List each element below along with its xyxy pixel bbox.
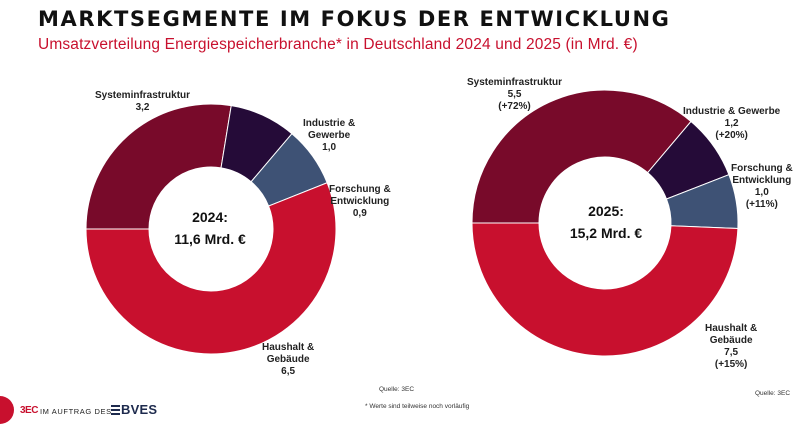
label-2025-industrie: Industrie & Gewerbe 1,2 (+20%): [683, 106, 780, 142]
label-2025-forschung: Forschung & Entwicklung 1,0 (+11%): [731, 163, 793, 211]
label-2025-industrie-name: Industrie & Gewerbe: [683, 106, 781, 117]
center-label-2025: 2025: 15,2 Mrd. €: [546, 200, 666, 244]
center-total-2024: 11,6 Mrd. €: [174, 231, 246, 247]
label-2024-industrie: Industrie & Gewerbe 1,0: [303, 118, 355, 154]
label-2025-haushalt-name-1: Haushalt &: [705, 323, 758, 334]
label-2024-haushalt-name-1: Haushalt &: [262, 342, 315, 353]
page-title: MARKTSEGMENTE IM FOKUS DER ENTWICKLUNG: [38, 7, 671, 31]
label-2025-industrie-value: 1,2: [724, 118, 739, 129]
center-total-2025: 15,2 Mrd. €: [569, 225, 643, 241]
3ec-logo-mark: [0, 396, 14, 424]
auftrag-text: IM AUFTRAG DES: [40, 407, 112, 416]
bves-logo-text: BVES: [121, 402, 158, 417]
label-2025-systeminfrastruktur: Systeminfrastruktur 5,5 (+72%): [467, 77, 562, 113]
page-subtitle: Umsatzverteilung Energiespeicherbranche*…: [38, 36, 638, 53]
label-2025-haushalt-value: 7,5: [724, 347, 739, 358]
donut-chart-2025: [471, 89, 739, 357]
label-2024-forschung-name-1: Forschung &: [329, 184, 391, 195]
donut-chart-2024: [85, 103, 337, 355]
3ec-logo-text: 3EC: [20, 405, 38, 416]
label-2025-haushalt-name-2: Gebäude: [709, 335, 753, 346]
label-2025-forschung-name-1: Forschung &: [731, 163, 793, 174]
center-year-2025: 2025:: [588, 203, 624, 219]
label-2024-industrie-name-1: Industrie &: [303, 118, 356, 129]
center-label-2024: 2024: 11,6 Mrd. €: [150, 206, 270, 250]
label-2024-haushalt-value: 6,5: [281, 366, 296, 377]
label-2025-forschung-value: 1,0: [754, 187, 769, 198]
label-2024-forschung: Forschung & Entwicklung 0,9: [329, 184, 391, 220]
label-2025-haushalt: Haushalt & Gebäude 7,5 (+15%): [705, 323, 757, 371]
donut-hole: [539, 157, 671, 289]
label-2025-industrie-change: (+20%): [715, 130, 748, 141]
label-2024-forschung-name-2: Entwicklung: [330, 196, 390, 207]
label-2024-haushalt: Haushalt & Gebäude 6,5: [262, 342, 314, 378]
label-2025-haushalt-change: (+15%): [714, 359, 748, 370]
label-2025-forschung-name-2: Entwicklung: [732, 175, 792, 186]
source-2024: Quelle: 3EC: [379, 386, 415, 393]
source-2025: Quelle: 3EC: [755, 390, 791, 397]
label-2024-forschung-value: 0,9: [352, 208, 367, 219]
label-2025-systeminfrastruktur-name: Systeminfrastruktur: [467, 77, 563, 88]
label-2024-industrie-value: 1,0: [322, 142, 337, 153]
center-year-2024: 2024:: [192, 209, 228, 225]
label-2024-haushalt-name-2: Gebäude: [266, 354, 310, 365]
label-2024-systeminfrastruktur-name: Systeminfrastruktur: [95, 90, 191, 101]
label-2024-systeminfrastruktur-value: 3,2: [135, 102, 150, 113]
footnote: * Werte sind teilweise noch vorläufig: [365, 403, 470, 410]
label-2025-forschung-change: (+11%): [745, 199, 778, 210]
bves-logo-icon: [111, 405, 120, 415]
label-2025-systeminfrastruktur-change: (+72%): [498, 101, 531, 112]
donut-hole: [149, 167, 273, 291]
label-2024-industrie-name-2: Gewerbe: [307, 130, 351, 141]
label-2025-systeminfrastruktur-value: 5,5: [507, 89, 522, 100]
label-2024-systeminfrastruktur: Systeminfrastruktur 3,2: [95, 90, 190, 114]
